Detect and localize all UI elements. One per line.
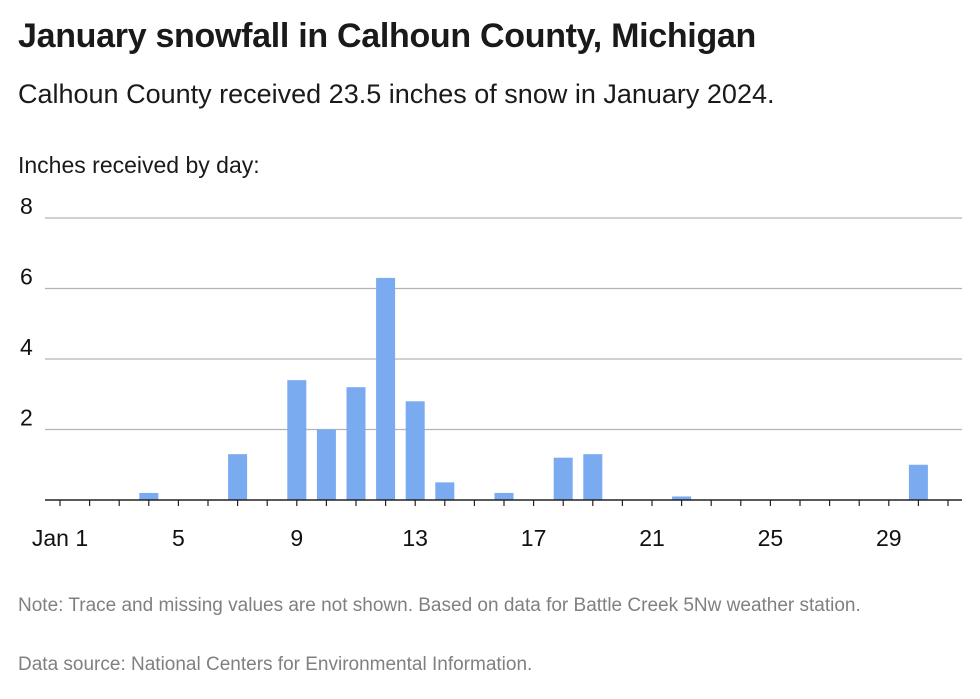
bar-day-4: [139, 492, 159, 500]
bar-day-10: [316, 429, 336, 500]
x-tick-label: Jan 1: [32, 525, 88, 551]
bar-day-11: [346, 387, 366, 500]
bar-day-18: [553, 457, 573, 500]
bar-day-7: [228, 454, 248, 500]
bar-day-22: [672, 496, 692, 500]
chart-title: January snowfall in Calhoun County, Mich…: [18, 17, 757, 55]
gridlines: [45, 217, 962, 431]
x-tick-label: 21: [639, 525, 665, 551]
bar-day-14: [435, 482, 455, 500]
x-tick-label: 13: [402, 525, 428, 551]
y-tick-label: 8: [20, 193, 33, 219]
x-tick-label: 25: [758, 525, 784, 551]
x-tick-label: 17: [521, 525, 547, 551]
x-axis: [45, 499, 962, 506]
y-tick-label: 2: [20, 405, 33, 431]
bar-day-16: [494, 492, 514, 500]
chart-subtitle: Calhoun County received 23.5 inches of s…: [18, 79, 775, 109]
snowfall-bar-chart: 2 4 6 8 Jan 1 5 9 13 17 21 25 29: [20, 193, 962, 551]
chart-note: Note: Trace and missing values are not s…: [18, 595, 861, 616]
x-tick-label: 29: [876, 525, 902, 551]
bar-day-30: [908, 464, 928, 500]
bars: [139, 277, 928, 500]
y-axis-heading: Inches received by day:: [18, 152, 260, 178]
bar-day-9: [287, 380, 307, 500]
x-tick-label: 9: [290, 525, 303, 551]
bar-day-19: [583, 454, 603, 500]
y-tick-labels: 2 4 6 8: [20, 193, 33, 431]
data-source: Data source: National Centers for Enviro…: [18, 654, 533, 675]
bar-day-12: [376, 277, 396, 500]
bar-day-13: [405, 401, 425, 500]
x-tick-label: 5: [172, 525, 185, 551]
y-tick-label: 6: [20, 264, 33, 290]
y-tick-label: 4: [20, 334, 33, 360]
x-tick-labels: Jan 1 5 9 13 17 21 25 29: [32, 525, 902, 551]
